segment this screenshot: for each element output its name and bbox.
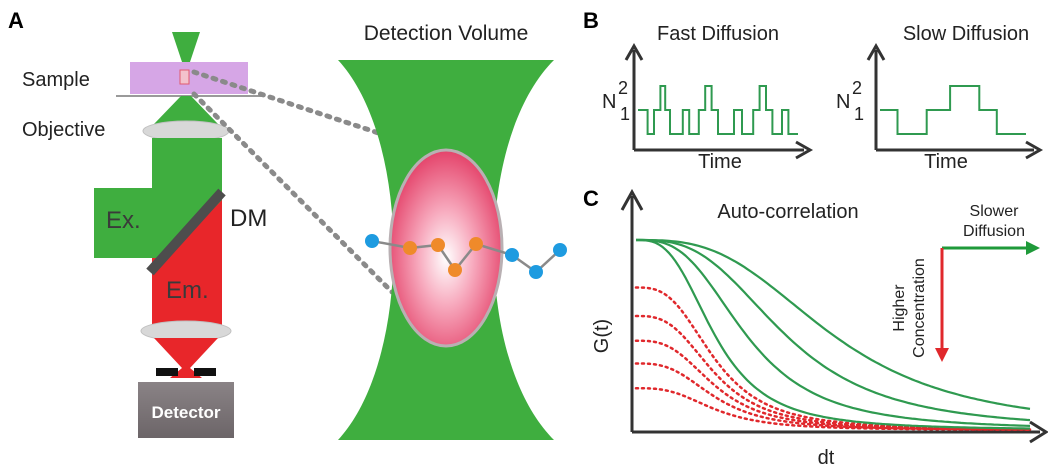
slow-diffusion-title: Slow Diffusion [903, 23, 1029, 45]
panel-a: A Sample Objective Ex. Em. DM De [8, 8, 567, 440]
green-correlation-curve [636, 238, 1031, 422]
green-correlation-curve [636, 238, 1031, 427]
red-curves [634, 286, 1032, 431]
green-curves [636, 238, 1031, 430]
excitation-label: Ex. [106, 207, 141, 234]
zoom-line-top [191, 69, 433, 153]
fast-y-arrowhead [624, 42, 644, 61]
molecule-bright [431, 238, 445, 252]
slow-diffusion-plot: Slow Diffusion N 2 1 Time [836, 23, 1044, 173]
detector-label: Detector [152, 403, 221, 422]
pinhole-left [156, 368, 178, 376]
slower-arrowhead [1026, 241, 1040, 255]
fast-y-label: N [602, 91, 616, 113]
molecule-bright [403, 241, 417, 255]
panel-b: B Fast Diffusion N 2 1 Time Slow Diffusi… [583, 8, 1044, 173]
higher-arrowhead [935, 348, 949, 362]
molecule-dark [505, 248, 519, 262]
objective-label: Objective [22, 119, 105, 141]
molecule-bright [469, 237, 483, 251]
slow-y-label: N [836, 91, 850, 113]
emission-label: Em. [166, 277, 209, 304]
dm-label: DM [230, 205, 267, 232]
detection-volume-title: Detection Volume [364, 22, 529, 45]
fast-ytick-1: 1 [620, 104, 630, 124]
autocorrelation-title: Auto-correlation [717, 201, 858, 223]
higher-label-2: Concentration [911, 258, 928, 358]
higher-label-1: Higher [891, 284, 908, 332]
slow-x-label: Time [924, 151, 968, 173]
emission-beam [152, 258, 222, 326]
green-correlation-curve [636, 238, 1030, 430]
red-correlation-curve [634, 362, 1032, 431]
c-x-label: dt [818, 447, 835, 468]
emission-cone [154, 338, 218, 368]
fast-diffusion-title: Fast Diffusion [657, 23, 779, 45]
dichroic-mirror [146, 188, 226, 276]
panel-b-label: B [583, 8, 599, 33]
c-y-arrowhead [620, 188, 644, 211]
slow-trace [880, 85, 1026, 135]
fast-diffusion-plot: Fast Diffusion N 2 1 Time [602, 23, 814, 173]
molecule-dark [529, 265, 543, 279]
slow-y-arrowhead [866, 42, 886, 61]
focal-spot [179, 69, 190, 85]
molecule-bright [448, 263, 462, 277]
green-correlation-curve [636, 238, 1031, 410]
slower-label-1: Slower [970, 203, 1020, 220]
red-correlation-curve [634, 339, 1032, 431]
fast-x-label: Time [698, 151, 742, 173]
detector-box [138, 382, 234, 438]
pinhole-right [194, 368, 216, 376]
focus-cone-bottom [154, 96, 218, 124]
fast-trace [638, 85, 798, 135]
panel-a-label: A [8, 8, 24, 33]
slower-label-2: Diffusion [963, 223, 1025, 240]
red-correlation-curve [634, 386, 1032, 431]
fast-ytick-2: 2 [618, 78, 628, 98]
detection-ellipsoid [388, 148, 504, 348]
molecule-chain [365, 234, 567, 279]
focus-cone-top [172, 32, 200, 62]
red-correlation-curve [634, 286, 1032, 431]
slow-ytick-2: 2 [852, 78, 862, 98]
c-x-arrowhead [1029, 420, 1048, 444]
molecule-dark [365, 234, 379, 248]
panel-c: C Auto-correlation G(t) dt Slower Diffus… [583, 186, 1048, 468]
molecule-dark [553, 243, 567, 257]
c-y-label: G(t) [591, 319, 613, 353]
panel-c-label: C [583, 186, 599, 211]
sample-label: Sample [22, 69, 90, 91]
zoom-line-bottom [191, 91, 395, 295]
slow-x-arrowhead [1025, 140, 1044, 160]
fast-x-arrowhead [795, 140, 814, 160]
slow-ytick-1: 1 [854, 104, 864, 124]
